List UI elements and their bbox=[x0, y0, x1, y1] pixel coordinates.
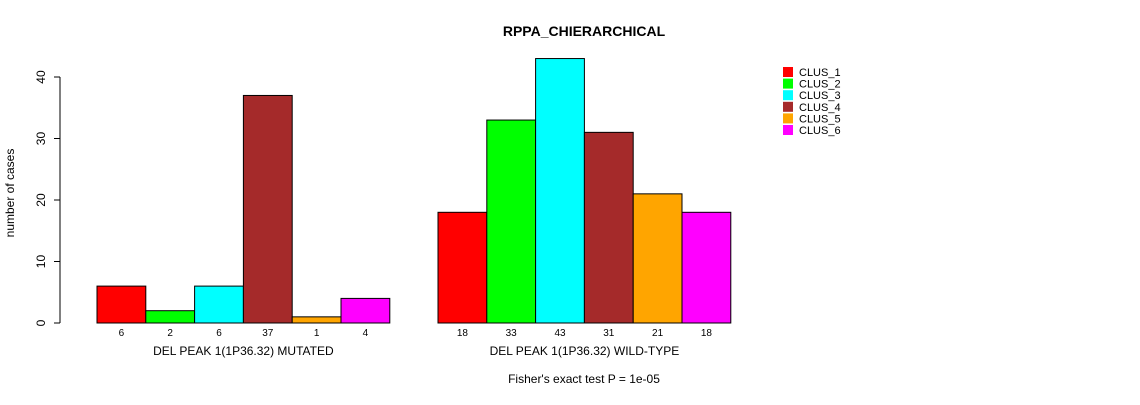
bar-count-label: 18 bbox=[457, 328, 469, 339]
bar bbox=[486, 119, 537, 324]
bar bbox=[96, 285, 147, 324]
bar-count-label: 2 bbox=[167, 328, 173, 339]
bars-layer: 6 2 6 37 1 4 DEL PEAK 1(1P36.32) MUTATED 18 33 43… bbox=[96, 58, 732, 358]
legend-label: CLUS_6 bbox=[799, 125, 841, 137]
bar bbox=[242, 94, 293, 324]
bar-count-label: 31 bbox=[603, 328, 615, 339]
bar-count-label: 6 bbox=[216, 328, 222, 339]
y-axis-title: number of cases bbox=[3, 149, 17, 238]
legend-swatch bbox=[783, 113, 793, 124]
bar-count-label: 1 bbox=[314, 328, 320, 339]
y-tick-label: 20 bbox=[34, 193, 48, 207]
bar-count-label: 43 bbox=[554, 328, 566, 339]
bar bbox=[681, 211, 732, 324]
legend-label: CLUS_4 bbox=[799, 102, 841, 114]
bar bbox=[632, 193, 683, 324]
bar bbox=[145, 310, 196, 324]
legend-label: CLUS_5 bbox=[799, 113, 841, 125]
legend-swatch bbox=[783, 101, 793, 112]
bar bbox=[437, 211, 488, 324]
group-label: DEL PEAK 1(1P36.32) MUTATED bbox=[153, 344, 334, 358]
y-tick-label: 30 bbox=[34, 132, 48, 146]
legend-label: CLUS_1 bbox=[799, 67, 841, 79]
legend-label: CLUS_3 bbox=[799, 90, 841, 102]
y-tick-label: 40 bbox=[34, 70, 48, 84]
legend-swatch bbox=[783, 90, 793, 101]
bar-group: 18 33 43 31 21 18 DEL PEAK 1(1P36.32) WILD-TYP… bbox=[437, 58, 732, 358]
bar-count-label: 21 bbox=[652, 328, 664, 339]
bar bbox=[583, 131, 634, 324]
legend-swatch bbox=[783, 78, 793, 89]
y-tick-label: 0 bbox=[34, 319, 48, 326]
bar bbox=[340, 297, 391, 324]
legend-swatch bbox=[783, 125, 793, 135]
bar bbox=[291, 316, 342, 324]
bar-count-label: 33 bbox=[506, 328, 518, 339]
group-label: DEL PEAK 1(1P36.32) WILD-TYPE bbox=[490, 344, 680, 358]
y-tick-label: 10 bbox=[34, 255, 48, 269]
bar-count-label: 6 bbox=[119, 328, 125, 339]
bar-group: 6 2 6 37 1 4 DEL PEAK 1(1P36.32) MUTATED bbox=[96, 94, 391, 358]
chart-title: RPPA_CHIERARCHICAL bbox=[503, 23, 666, 39]
y-axis: 0 10 20 30 40 bbox=[34, 70, 61, 326]
legend-swatch bbox=[783, 67, 793, 77]
bar-count-label: 37 bbox=[262, 328, 274, 339]
legend-label: CLUS_2 bbox=[799, 79, 841, 91]
bar bbox=[194, 285, 244, 324]
bar-count-label: 18 bbox=[701, 328, 713, 339]
fisher-test-annotation: Fisher's exact test P = 1e-05 bbox=[508, 372, 660, 386]
bar-count-label: 4 bbox=[363, 328, 369, 339]
bar bbox=[535, 58, 585, 324]
